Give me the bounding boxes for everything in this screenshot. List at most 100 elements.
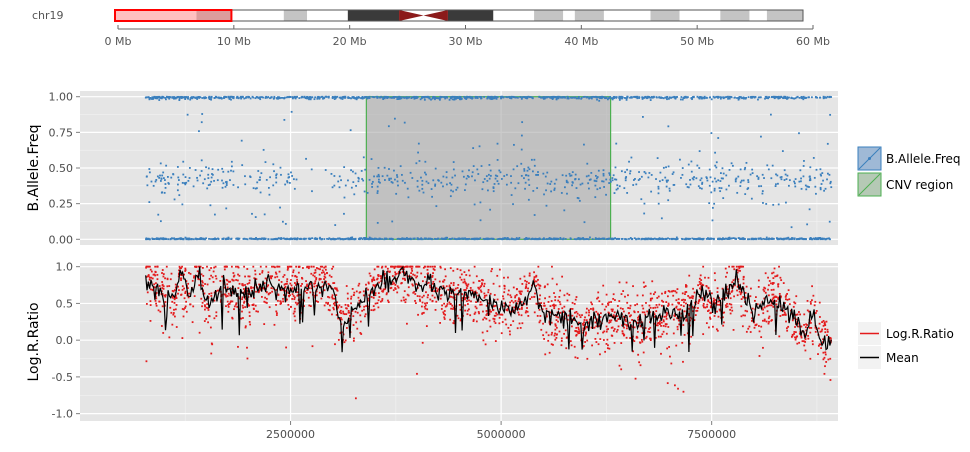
baf-point	[795, 96, 798, 99]
baf-point	[391, 97, 393, 99]
lrr-point	[472, 281, 475, 284]
baf-point	[170, 176, 173, 179]
lrr-point	[773, 267, 776, 270]
baf-point	[354, 172, 357, 175]
baf-point	[647, 176, 650, 179]
lrr-point	[394, 283, 397, 286]
baf-point	[427, 95, 430, 98]
baf-point	[326, 237, 328, 240]
lrr-point	[569, 340, 572, 343]
lrr-point	[439, 265, 442, 268]
lrr-point	[161, 305, 164, 308]
baf-point	[280, 96, 283, 99]
lrr-point	[429, 298, 432, 301]
baf-point	[269, 176, 271, 179]
baf-point	[510, 181, 513, 184]
lrr-point	[770, 282, 772, 285]
baf-point	[408, 96, 411, 99]
lrr-point	[464, 282, 467, 285]
lrr-point	[271, 275, 274, 278]
baf-point	[668, 96, 671, 99]
lrr-point	[655, 324, 658, 327]
baf-point	[541, 238, 544, 241]
lrr-point	[687, 295, 690, 297]
lrr-point	[373, 279, 376, 282]
lrr-point	[537, 278, 539, 281]
baf-point	[650, 174, 653, 176]
lrr-point	[587, 314, 590, 317]
lrr-point	[688, 304, 691, 307]
baf-point	[779, 176, 782, 179]
baf-point	[514, 96, 517, 99]
lrr-point	[744, 292, 747, 294]
baf-point	[442, 185, 444, 188]
baf-point	[523, 177, 525, 180]
baf-point	[464, 97, 466, 100]
baf-point	[539, 238, 542, 241]
lrr-point	[180, 267, 182, 270]
lrr-point	[265, 297, 268, 300]
lrr-point	[447, 288, 450, 291]
lrr-point	[411, 283, 414, 286]
baf-point	[341, 238, 344, 240]
baf-point	[610, 97, 613, 100]
baf-point	[643, 171, 646, 173]
lrr-point	[392, 289, 395, 292]
lrr-point	[244, 298, 247, 300]
baf-point	[375, 95, 378, 98]
baf-point	[621, 97, 624, 100]
lrr-point	[149, 300, 152, 303]
lrr-point	[154, 274, 157, 277]
lrr-point	[184, 269, 187, 271]
baf-point	[665, 179, 668, 182]
baf-point	[564, 186, 566, 189]
baf-point	[800, 237, 803, 240]
lrr-point	[728, 303, 731, 305]
lrr-point	[753, 299, 756, 302]
lrr-point	[423, 265, 426, 268]
baf-point	[528, 168, 531, 171]
baf-point	[421, 183, 424, 186]
lrr-point	[738, 269, 740, 272]
lrr-point	[676, 288, 679, 290]
baf-point	[757, 98, 759, 101]
baf-point	[377, 178, 380, 181]
baf-point	[305, 237, 307, 240]
baf-point	[770, 237, 773, 240]
baf-point	[611, 98, 614, 101]
lrr-point	[315, 277, 318, 279]
lrr-point	[607, 302, 609, 305]
lrr-point	[322, 285, 324, 288]
lrr-point	[283, 294, 285, 296]
lrr-point	[460, 318, 462, 321]
baf-point	[492, 237, 494, 240]
lrr-point	[290, 265, 293, 268]
lrr-point	[729, 312, 732, 315]
baf-point	[202, 96, 205, 99]
baf-point	[672, 237, 675, 240]
baf-point	[699, 187, 701, 189]
lrr-point	[660, 324, 662, 327]
baf-point	[685, 96, 688, 99]
baf-point	[510, 194, 513, 196]
lrr-point	[174, 295, 177, 298]
baf-point	[202, 182, 205, 185]
lrr-point	[308, 265, 310, 268]
lrr-point	[464, 297, 467, 299]
baf-point	[515, 237, 518, 239]
lrr-point	[584, 334, 587, 337]
lrr-point	[439, 322, 441, 324]
baf-point	[396, 238, 399, 240]
baf-point	[630, 156, 633, 159]
baf-point	[242, 96, 244, 98]
lrr-point	[684, 293, 686, 296]
lrr-point	[396, 291, 399, 294]
baf-point	[183, 182, 186, 185]
lrr-point	[351, 310, 354, 312]
lrr-point	[621, 330, 624, 333]
baf-point	[644, 95, 647, 98]
baf-point	[494, 174, 497, 177]
baf-point	[415, 96, 418, 99]
baf-point	[192, 96, 195, 99]
